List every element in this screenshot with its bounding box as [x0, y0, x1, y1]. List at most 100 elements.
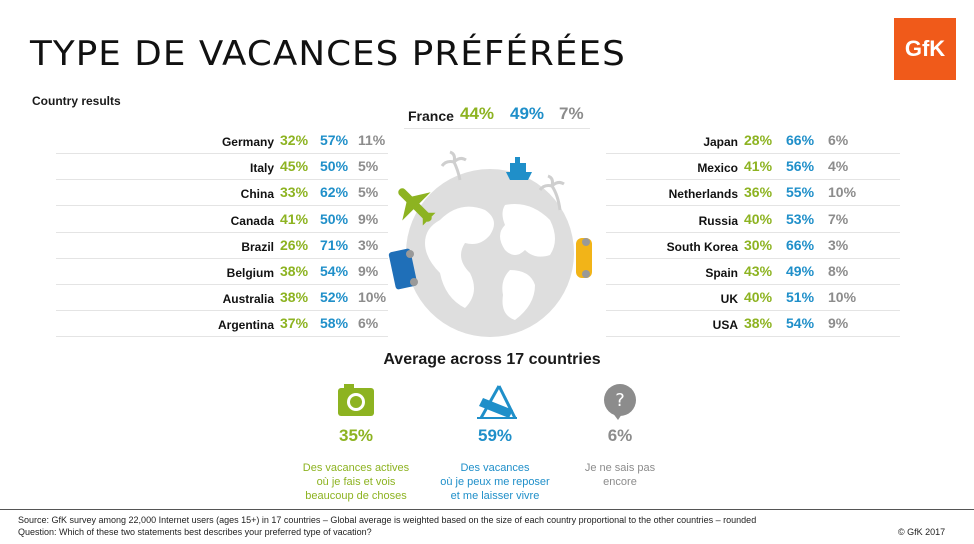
palm-tree-icon: [440, 150, 467, 181]
country-row-south-korea: South Korea 30% 66% 3%: [606, 236, 900, 259]
average-description-2: Des vacances où je peux me reposer et me l…: [425, 461, 565, 503]
gfk-logo: GfK: [894, 18, 956, 80]
value-active: 38%: [280, 289, 309, 306]
value-relax: 54%: [786, 315, 815, 332]
description-line: beaucoup de choses: [305, 490, 407, 502]
value-dontknow: 3%: [828, 236, 849, 253]
value-active: 41%: [744, 158, 773, 175]
country-name: Italy: [249, 161, 274, 176]
value-relax: 66%: [786, 236, 815, 253]
value-relax: 52%: [320, 289, 349, 306]
average-value-2: 59%: [477, 426, 513, 445]
country-name: South Korea: [666, 239, 738, 254]
value-active: 45%: [280, 158, 309, 175]
country-row-canada: Canada 41% 50% 9%: [56, 210, 388, 233]
value-dontknow: 10%: [828, 184, 857, 201]
source-text: Source: GfK survey among 22,000 Internet…: [18, 515, 757, 525]
palm-tree-icon: [538, 174, 565, 211]
copyright: © GfK 2017: [898, 527, 946, 537]
country-name: Japan: [703, 135, 738, 149]
country-row-australia: Australia 38% 52% 10%: [56, 288, 388, 312]
cruise-ship-icon: [506, 157, 532, 180]
description-line: Je ne sais pas: [584, 462, 656, 474]
average-description-3: Je ne sais pas encore: [550, 461, 690, 489]
value-dontknow: 10%: [358, 289, 387, 306]
value-active: 36%: [744, 184, 773, 201]
description-line: où je peux me reposer: [440, 476, 550, 488]
country-row-mexico: Mexico 41% 56% 4%: [606, 157, 900, 181]
value-active: 40%: [744, 210, 773, 227]
camera-icon: [338, 384, 374, 416]
svg-text:?: ?: [615, 390, 625, 411]
average-description-1: Des vacances actives où je fais et vois be…: [286, 461, 426, 503]
value-relax: 49%: [786, 263, 815, 279]
value-relax: 49%: [510, 104, 545, 123]
country-name: Mexico: [697, 161, 738, 176]
value-dontknow: 5%: [358, 184, 379, 201]
country-name: Spain: [705, 266, 738, 280]
value-relax: 51%: [786, 289, 815, 306]
value-dontknow: 6%: [828, 132, 849, 148]
country-row-uk: UK 40% 51% 10%: [606, 288, 900, 312]
value-active: 38%: [744, 315, 773, 332]
country-name: France: [408, 108, 454, 124]
value-active: 38%: [280, 263, 309, 279]
value-dontknow: 10%: [828, 289, 857, 306]
value-active: 33%: [280, 184, 309, 201]
value-dontknow: 7%: [828, 210, 849, 227]
country-name: China: [240, 187, 274, 202]
value-relax: 55%: [786, 184, 815, 201]
value-active: 28%: [744, 132, 773, 148]
value-dontknow: 8%: [828, 263, 849, 279]
country-row-italy: Italy 45% 50% 5%: [56, 157, 388, 181]
continent-shape: [502, 270, 535, 320]
country-row-usa: USA 38% 54% 9%: [606, 314, 900, 338]
country-results-label: Country results: [32, 94, 121, 108]
country-row-china: China 33% 62% 5%: [56, 183, 388, 207]
value-dontknow: 6%: [358, 315, 379, 332]
country-name: Canada: [230, 213, 274, 228]
country-row-argentina: Argentina 37% 58% 6%: [56, 314, 388, 338]
country-row-brazil: Brazil 26% 71% 3%: [56, 236, 388, 259]
average-value-3: 6%: [607, 426, 633, 445]
value-relax: 50%: [320, 158, 349, 175]
value-active: 37%: [280, 315, 309, 332]
country-name: Russia: [698, 213, 738, 228]
country-name: Belgium: [226, 266, 274, 280]
question-text: Question: Which of these two statements …: [18, 527, 372, 537]
average-title: Average across 17 countries: [383, 351, 601, 368]
continent-shape: [425, 206, 494, 308]
value-relax: 54%: [320, 263, 349, 279]
country-row-netherlands: Netherlands 36% 55% 10%: [606, 183, 900, 207]
country-row-france: France 44% 49% 7%: [404, 104, 590, 129]
country-row-spain: Spain 43% 49% 8%: [606, 262, 900, 285]
description-line: Des vacances: [460, 462, 530, 474]
footer-divider: [0, 509, 974, 510]
country-row-germany: Germany 32% 57% 11%: [56, 131, 388, 154]
value-relax: 62%: [320, 184, 349, 201]
value-relax: 66%: [786, 132, 815, 148]
value-active: 26%: [280, 236, 309, 253]
country-name: Argentina: [217, 318, 274, 333]
question-bubble-icon: ?: [604, 384, 636, 420]
value-relax: 71%: [320, 236, 349, 253]
continent-shape: [500, 204, 555, 257]
value-relax: 57%: [320, 132, 349, 148]
value-dontknow: 5%: [358, 158, 379, 175]
page-title: TYPE DE VACANCES PRÉFÉRÉES: [30, 34, 626, 74]
country-name: Netherlands: [668, 187, 738, 202]
value-relax: 56%: [786, 158, 815, 175]
value-active: 40%: [744, 289, 773, 306]
source-note: Source: GfK survey among 22,000 Internet…: [18, 514, 756, 538]
average-value-1: 35%: [338, 426, 374, 445]
country-row-belgium: Belgium 38% 54% 9%: [56, 262, 388, 285]
description-line: et me laisser vivre: [450, 490, 540, 502]
value-relax: 50%: [320, 210, 349, 227]
value-active: 30%: [744, 236, 773, 253]
value-relax: 53%: [786, 210, 815, 227]
globe-illustration: [388, 150, 592, 337]
country-name: Australia: [222, 292, 274, 307]
value-relax: 58%: [320, 315, 349, 332]
value-dontknow: 11%: [358, 132, 386, 148]
country-name: USA: [712, 318, 738, 333]
